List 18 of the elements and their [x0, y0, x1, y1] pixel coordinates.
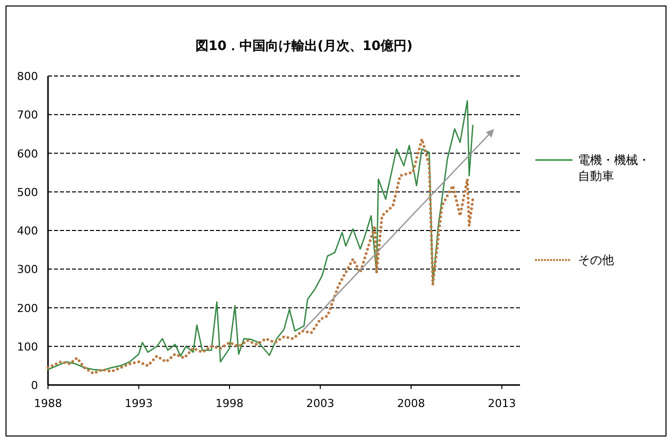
x-tick-label: 2003	[306, 397, 334, 410]
y-tick-label: 600	[17, 147, 38, 160]
y-tick-label: 300	[17, 263, 38, 276]
y-tick-label: 200	[17, 302, 38, 315]
y-tick-label: 0	[31, 379, 38, 392]
y-tick-label: 100	[17, 340, 38, 354]
x-tick-label: 2008	[397, 397, 426, 410]
legend-label: 電機・機械・自動車	[578, 152, 651, 184]
y-tick-label: 700	[17, 108, 38, 122]
y-tick-label: 500	[17, 186, 38, 199]
x-tick-label: 1998	[216, 397, 244, 410]
legend-label: その他	[578, 252, 615, 268]
y-tick-label: 800	[17, 70, 38, 83]
x-tick-label: 2013	[488, 397, 516, 410]
x-tick-label: 1988	[34, 397, 62, 410]
x-tick-label: 1993	[124, 397, 153, 410]
y-tick-label: 400	[17, 224, 38, 238]
chart-title: 図10．中国向け輸出(月次、10億円)	[195, 38, 413, 54]
